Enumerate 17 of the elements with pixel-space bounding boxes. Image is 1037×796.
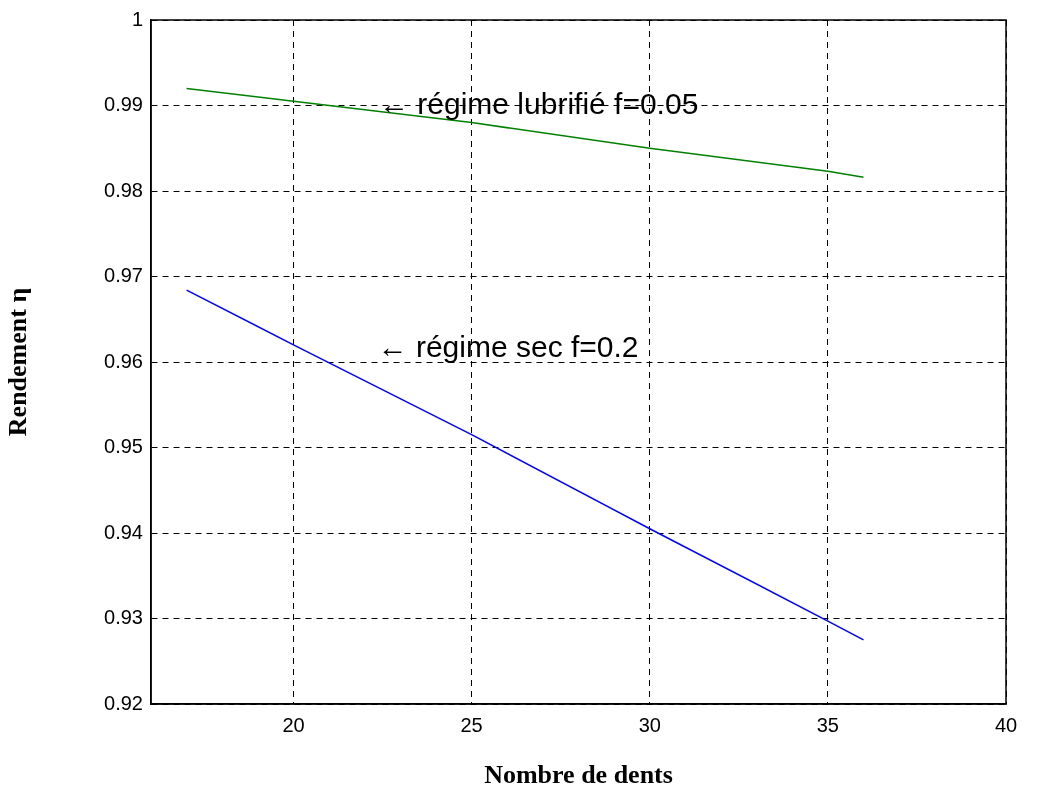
y-tick-label: 0.92	[104, 691, 143, 714]
y-tick-label: 0.93	[104, 606, 143, 629]
y-axis-title: Rendement η	[3, 287, 33, 437]
x-tick-label: 25	[460, 713, 483, 736]
y-tick-label: 0.98	[104, 178, 143, 201]
x-tick-label: 30	[638, 713, 661, 736]
y-tick-label: 0.96	[104, 349, 143, 372]
x-tick-label: 35	[816, 713, 839, 736]
y-tick-label: 0.97	[104, 264, 143, 287]
x-tick-label: 20	[282, 713, 305, 736]
annotation: ← régime sec f=0.2	[377, 329, 639, 363]
x-axis-title: Nombre de dents	[484, 760, 673, 790]
y-tick-label: 0.95	[104, 435, 143, 458]
y-tick-label: 0.99	[104, 93, 143, 116]
y-tick-label: 0.94	[104, 520, 143, 543]
y-tick-label: 1	[131, 7, 143, 30]
x-tick-label: 40	[994, 713, 1018, 736]
